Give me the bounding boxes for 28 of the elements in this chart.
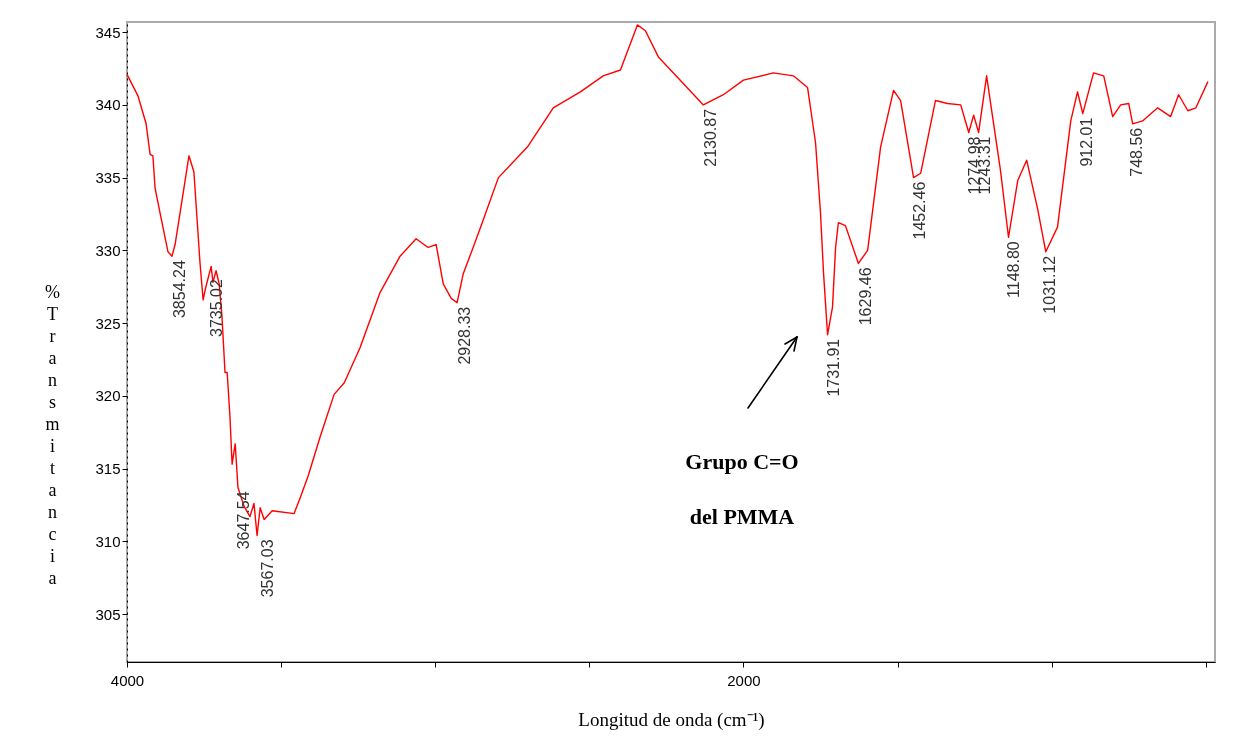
annotation: 1031.12 <box>1041 255 1059 314</box>
x-axis-title: Longitud de onda (cm⁻¹) <box>578 708 765 731</box>
annotation: del PMMA <box>689 504 795 529</box>
y-tick-label: 340 <box>95 96 121 114</box>
annotation: Grupo C=O <box>685 449 799 474</box>
annotation: 3854.24 <box>171 260 188 319</box>
annotation: 1629.46 <box>856 267 874 326</box>
annotation: 3735.02 <box>207 279 225 337</box>
x-tick-label: 4000 <box>110 671 145 689</box>
y-tick-label: 335 <box>95 169 121 187</box>
y-tick-label: 310 <box>95 532 121 550</box>
annotation: 1452.46 <box>911 181 929 240</box>
y-tick-label: 345 <box>95 23 121 41</box>
annotation: 3647.54 <box>234 491 252 550</box>
annotation: 1148.80 <box>1004 241 1022 298</box>
annotation: 912.01 <box>1077 117 1095 167</box>
y-tick-label: 325 <box>95 314 121 332</box>
annotation: 3567.03 <box>259 539 277 598</box>
annotation: 2928.33 <box>456 306 474 365</box>
y-tick-label: 320 <box>95 387 121 405</box>
y-tick-label: 305 <box>95 605 121 623</box>
annotation: 2130.87 <box>702 108 720 167</box>
x-tick-label: 2000 <box>727 671 761 689</box>
annotation: 748.56 <box>1128 127 1146 177</box>
annotation: 1731.91 <box>825 338 843 397</box>
y-tick-label: 315 <box>95 460 121 478</box>
y-tick-label: 330 <box>95 241 121 259</box>
text: % Transmitancia <box>45 281 60 588</box>
